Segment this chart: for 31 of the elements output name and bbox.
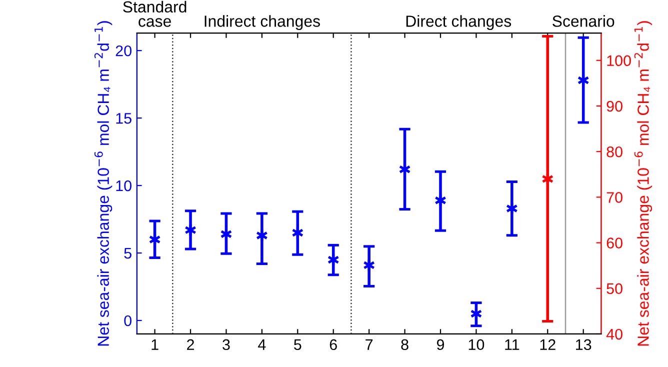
y2-tick-label: 40 xyxy=(606,328,622,340)
y-tick-label: 20 xyxy=(116,45,132,56)
y-axis-title: Net sea-air exchange (10$^{−6}$ mol CH₄ m$^{−2}$d$^{−1}$) xyxy=(94,21,112,346)
y-tick-label: 5 xyxy=(124,248,132,259)
x-tick-label: 7 xyxy=(366,339,373,350)
x-tick-label: 6 xyxy=(330,339,337,350)
x-tick-label: 12 xyxy=(540,339,556,350)
x-tick-label: 1 xyxy=(152,339,158,350)
y2-axis-title: Net sea-air exchange (10$^{−6}$ mol CH₄ m$^{−2}$d$^{−1}$) xyxy=(634,21,652,346)
y-tick-label: 0 xyxy=(124,315,132,326)
x-tick-label: 4 xyxy=(258,339,266,350)
text: Scenario xyxy=(552,15,614,27)
x-tick-label: 10 xyxy=(468,339,484,350)
x-tick-label: 13 xyxy=(576,339,592,350)
x-tick-label: 3 xyxy=(222,339,230,350)
text: Indirect changes xyxy=(204,15,320,30)
y2-tick-label: 70 xyxy=(606,192,622,203)
x-tick-label: 2 xyxy=(187,339,194,350)
text: Direct changes xyxy=(406,15,512,30)
x-tick-label: 11 xyxy=(505,339,520,350)
y-tick-label: 15 xyxy=(116,113,132,124)
y2-tick-label: 100 xyxy=(607,55,631,66)
text: Standard case xyxy=(123,0,186,27)
y2-tick-label: 80 xyxy=(606,146,622,158)
x-tick-label: 5 xyxy=(294,339,302,350)
y2-tick-label: 90 xyxy=(606,100,622,112)
y-tick-label: 10 xyxy=(116,180,132,192)
x-tick-label: 9 xyxy=(436,339,444,350)
y2-tick-label: 50 xyxy=(606,283,622,294)
y2-tick-label: 60 xyxy=(606,238,622,248)
x-tick-label: 8 xyxy=(401,339,408,350)
